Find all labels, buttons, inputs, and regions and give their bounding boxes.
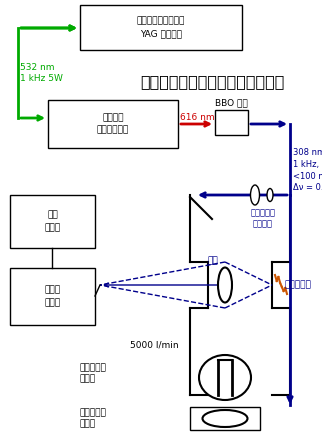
Bar xyxy=(10,268,95,325)
Text: 5000 l/min: 5000 l/min xyxy=(130,340,179,349)
Text: BBO 結晶: BBO 結晶 xyxy=(215,98,248,107)
Text: ブースター
ポンプ: ブースター ポンプ xyxy=(80,363,107,383)
Text: 高繰り返しで高分解能のレーザー: 高繰り返しで高分解能のレーザー xyxy=(140,74,284,89)
Bar xyxy=(190,407,260,430)
Ellipse shape xyxy=(251,185,260,205)
Text: 616 nm: 616 nm xyxy=(180,114,215,123)
Bar xyxy=(80,5,242,50)
Text: ビームエキ
スパンダ: ビームエキ スパンダ xyxy=(251,208,276,228)
Text: 波長可変
色素レーザー: 波長可変 色素レーザー xyxy=(97,113,129,135)
Bar xyxy=(10,195,95,248)
Text: 半導体レーザー励起
YAG レーザー: 半導体レーザー励起 YAG レーザー xyxy=(137,17,185,38)
Bar xyxy=(48,100,178,148)
Text: 光電子
増能管: 光電子 増能管 xyxy=(44,286,61,307)
Text: 光子
計数器: 光子 計数器 xyxy=(44,211,61,232)
Text: ロータリー
ポンプ: ロータリー ポンプ xyxy=(80,408,107,428)
Ellipse shape xyxy=(203,410,248,427)
Text: 532 nm
1 kHz 5W: 532 nm 1 kHz 5W xyxy=(20,63,63,83)
Text: 308 nm,
1 kHz,
<100 mW,
Δν = 0.2 cm⁻¹: 308 nm, 1 kHz, <100 mW, Δν = 0.2 cm⁻¹ xyxy=(293,148,322,192)
Ellipse shape xyxy=(199,355,251,400)
Bar xyxy=(215,110,248,135)
Text: 蛍光: 蛍光 xyxy=(208,256,218,265)
Ellipse shape xyxy=(218,267,232,302)
Text: ピンホール: ピンホール xyxy=(285,280,312,289)
Ellipse shape xyxy=(267,188,273,201)
